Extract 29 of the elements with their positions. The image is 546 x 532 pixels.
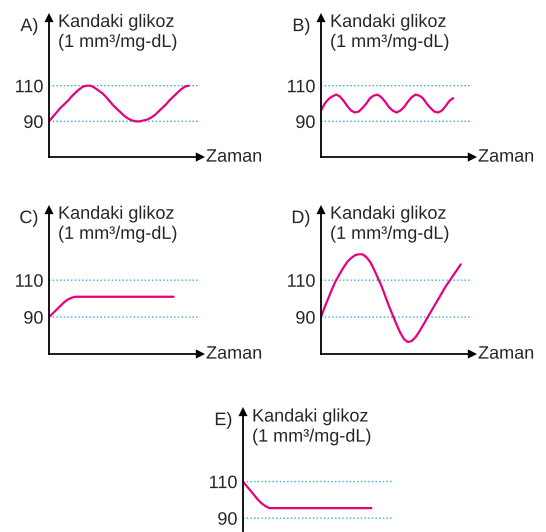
- y-tick-label: 90: [296, 115, 315, 128]
- line-series: [321, 253, 462, 344]
- y-tick-label: 90: [296, 311, 315, 324]
- y-tick-label: 90: [218, 512, 237, 525]
- y-tick-label: 110: [210, 476, 237, 488]
- line-series: [321, 94, 454, 114]
- y-tick-label: 110: [288, 80, 315, 92]
- y-axis-title: Kandaki glikoz (1 mm³/mg-dL): [253, 408, 370, 446]
- y-tick-label: 110: [16, 274, 43, 287]
- y-axis-title: Kandaki glikoz (1 mm³/mg-dL): [331, 14, 448, 51]
- line-series: [49, 84, 190, 122]
- x-axis-title: Zaman: [206, 149, 262, 162]
- chart-title: C): [20, 210, 38, 227]
- y-tick-label: 90: [24, 311, 43, 324]
- y-tick-label: 110: [16, 80, 43, 92]
- chart-title: D): [292, 210, 310, 227]
- line-series: [49, 296, 175, 318]
- line-series: [243, 480, 372, 510]
- y-tick-label: 90: [24, 115, 43, 128]
- y-tick-label: 110: [288, 274, 315, 287]
- chart-title: B): [294, 18, 310, 35]
- x-axis-title: Zaman: [206, 346, 262, 359]
- y-axis-title: Kandaki glikoz (1 mm³/mg-dL): [59, 206, 176, 243]
- x-axis-title: Zaman: [478, 149, 534, 162]
- chart-title: A): [20, 18, 38, 35]
- y-axis-title: Kandaki glikoz (1 mm³/mg-dL): [59, 14, 176, 51]
- y-axis-title: Kandaki glikoz (1 mm³/mg-dL): [331, 206, 448, 243]
- x-axis-title: Zaman: [478, 346, 534, 359]
- chart-title: E): [216, 412, 232, 429]
